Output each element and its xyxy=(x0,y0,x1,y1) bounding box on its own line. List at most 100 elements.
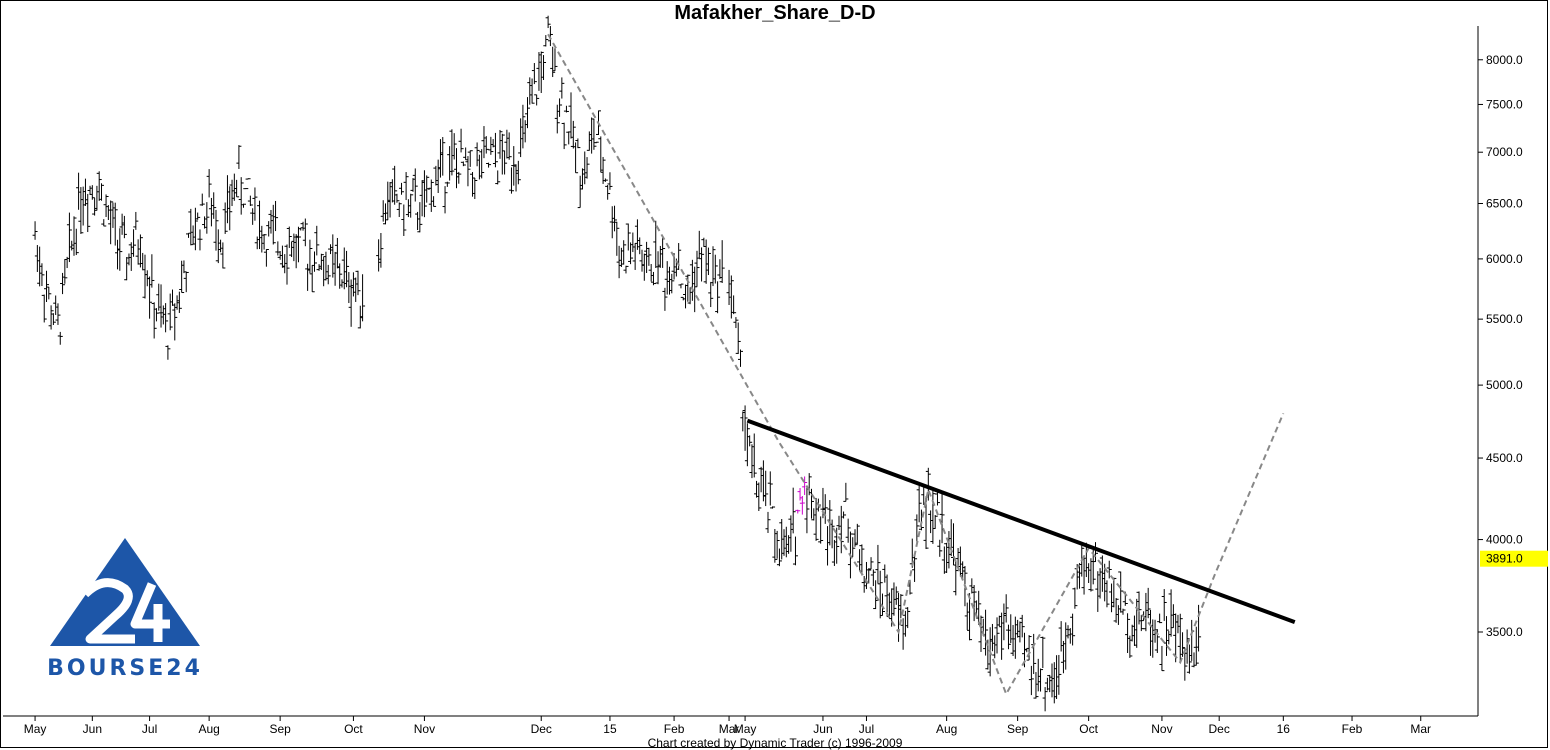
ohlc-bar xyxy=(964,602,970,630)
ohlc-bar xyxy=(117,228,123,271)
ohlc-bar xyxy=(163,303,169,333)
ohlc-bar xyxy=(458,128,464,153)
ohlc-bar xyxy=(311,251,317,272)
ohlc-bar xyxy=(1193,626,1199,666)
ohlc-bar xyxy=(683,284,689,309)
ohlc-bar xyxy=(268,209,274,234)
chart-footer: Chart created by Dynamic Trader (c) 1996… xyxy=(647,736,903,750)
ohlc-bar xyxy=(1127,635,1133,658)
ohlc-bar xyxy=(747,435,753,447)
ohlc-bar xyxy=(355,270,361,296)
ohlc-bar xyxy=(818,516,824,544)
x-tick-label: Feb xyxy=(1342,722,1363,736)
ohlc-bar xyxy=(941,546,947,574)
ohlc-bar xyxy=(712,254,718,284)
ohlc-bar xyxy=(211,192,217,219)
ohlc-bar xyxy=(648,264,654,282)
ohlc-bar xyxy=(1109,583,1115,613)
ohlc-bar xyxy=(128,242,134,271)
ohlc-bar xyxy=(1033,672,1039,699)
ohlc-bar xyxy=(678,283,684,289)
ohlc-bar xyxy=(270,204,276,245)
ohlc-bar xyxy=(1134,598,1140,648)
y-tick-label: 8000.0 xyxy=(1486,53,1523,67)
ohlc-bar xyxy=(575,138,581,149)
ohlc-bar xyxy=(243,188,249,190)
ohlc-bar xyxy=(692,266,698,313)
ohlc-bar xyxy=(589,117,595,154)
ohlc-bar xyxy=(208,197,214,227)
ohlc-bar xyxy=(1090,549,1096,585)
ohlc-bar xyxy=(774,530,780,559)
ohlc-bar xyxy=(186,232,192,238)
ohlc-bar xyxy=(781,529,787,556)
ohlc-bar xyxy=(893,586,899,605)
ohlc-bar xyxy=(392,165,398,205)
ohlc-bar xyxy=(536,52,542,91)
ohlc-bar xyxy=(339,279,345,288)
ohlc-bar xyxy=(444,181,450,187)
ohlc-bar xyxy=(1028,665,1034,696)
ohlc-bar xyxy=(758,466,764,493)
zigzag-projection-line xyxy=(547,33,1285,697)
ohlc-bar xyxy=(447,146,453,181)
ohlc-bar xyxy=(1097,568,1103,599)
ohlc-bar xyxy=(1040,636,1046,669)
ohlc-bar xyxy=(121,215,127,239)
ohlc-bar xyxy=(435,159,441,193)
ohlc-bar xyxy=(1063,622,1069,670)
ohlc-bar xyxy=(87,185,93,195)
ohlc-bar xyxy=(330,234,336,278)
ohlc-bar xyxy=(822,494,828,524)
ohlc-bar xyxy=(80,186,86,226)
ohlc-bar xyxy=(337,263,343,289)
ohlc-bar xyxy=(795,509,801,514)
ohlc-bar xyxy=(449,129,455,176)
ohlc-bar xyxy=(218,239,224,253)
x-tick-label: Oct xyxy=(1079,722,1098,736)
x-tick-label: Sep xyxy=(1007,722,1029,736)
ohlc-bar xyxy=(708,281,714,308)
ohlc-bar xyxy=(55,303,61,325)
ohlc-bar xyxy=(1170,604,1176,629)
ohlc-bar xyxy=(206,169,212,198)
ohlc-bar xyxy=(394,193,400,203)
ohlc-bar xyxy=(284,244,290,285)
ohlc-bar xyxy=(115,239,121,270)
ohlc-bar xyxy=(325,264,331,285)
ohlc-bar xyxy=(108,200,114,245)
ohlc-bar xyxy=(1001,603,1007,641)
ohlc-bar xyxy=(1115,605,1121,625)
ohlc-bar xyxy=(236,145,242,169)
ohlc-bar xyxy=(1125,613,1131,654)
ohlc-bar xyxy=(1056,654,1062,695)
ohlc-bar xyxy=(770,506,776,509)
ohlc-bar xyxy=(579,168,585,190)
ohlc-bar xyxy=(179,260,185,294)
ohlc-bar xyxy=(346,272,352,304)
ohlc-bar xyxy=(66,212,72,263)
ohlc-bar xyxy=(996,615,1002,627)
axis-layer: 3500.0 4000.0 4500.0 5000.0 5500.0 6000.0 6500… xyxy=(3,26,1548,736)
ohlc-bar xyxy=(463,147,469,161)
ohlc-bar xyxy=(245,178,251,180)
ohlc-bar xyxy=(1035,658,1041,692)
ohlc-bar xyxy=(266,221,272,237)
ohlc-bar xyxy=(557,98,563,117)
ohlc-bar xyxy=(570,120,576,149)
ohlc-bar xyxy=(916,485,922,523)
ohlc-bar xyxy=(410,178,416,192)
ohlc-bar xyxy=(978,615,984,652)
ohlc-bar xyxy=(131,229,137,257)
ohlc-bar xyxy=(989,623,995,652)
ohlc-bar xyxy=(119,213,125,235)
ohlc-bar xyxy=(809,488,815,519)
x-tick-label: Aug xyxy=(936,722,957,736)
ohlc-bar xyxy=(437,139,443,178)
ohlc-bar xyxy=(1086,563,1092,584)
x-tick-label: Dec xyxy=(1209,722,1230,736)
ohlc-bar xyxy=(669,273,675,294)
x-tick-label: May xyxy=(24,722,47,736)
ohlc-bar xyxy=(518,118,524,158)
ohlc-bar xyxy=(165,345,171,360)
